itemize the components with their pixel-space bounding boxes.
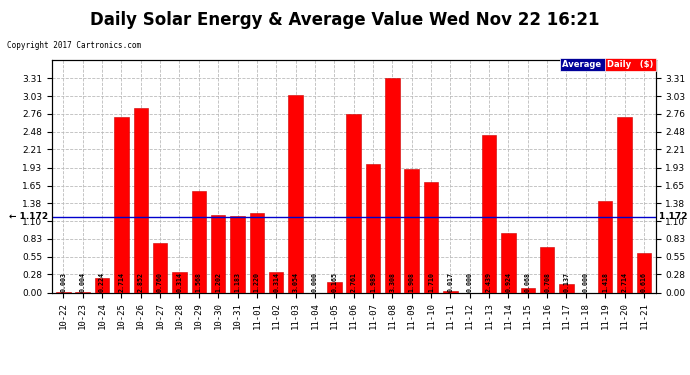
Text: 1.172 →: 1.172 → (659, 212, 690, 221)
Bar (288, 95, 303, 292)
Bar (424, 182, 438, 292)
Text: 0.017: 0.017 (447, 272, 453, 292)
Bar (230, 216, 245, 292)
Text: 0.000: 0.000 (312, 272, 318, 292)
Bar (482, 135, 496, 292)
Bar (172, 272, 187, 292)
Bar (637, 253, 651, 292)
Text: 0.616: 0.616 (641, 272, 647, 292)
Text: 1.568: 1.568 (196, 272, 201, 292)
Text: 2.439: 2.439 (486, 272, 492, 292)
Text: Copyright 2017 Cartronics.com: Copyright 2017 Cartronics.com (7, 41, 141, 50)
Text: 1.183: 1.183 (235, 272, 241, 292)
Text: 3.308: 3.308 (389, 272, 395, 292)
Text: 1.220: 1.220 (254, 272, 260, 292)
Text: 1.710: 1.710 (428, 272, 434, 292)
Text: 1.202: 1.202 (215, 272, 221, 292)
Text: 0.760: 0.760 (157, 272, 163, 292)
Text: ← 1.172: ← 1.172 (9, 212, 48, 221)
Bar (327, 282, 342, 292)
Text: 0.137: 0.137 (564, 272, 569, 292)
Text: 2.714: 2.714 (119, 272, 124, 292)
Bar (269, 272, 284, 292)
Text: 2.761: 2.761 (351, 272, 357, 292)
Bar (366, 164, 380, 292)
Text: 1.418: 1.418 (602, 272, 608, 292)
Text: 0.000: 0.000 (583, 272, 589, 292)
Bar (598, 201, 613, 292)
Text: Daily   ($): Daily ($) (607, 60, 653, 69)
Text: 0.000: 0.000 (466, 272, 473, 292)
Bar (250, 213, 264, 292)
Text: 2.714: 2.714 (622, 272, 627, 292)
Bar (192, 191, 206, 292)
Text: 0.003: 0.003 (60, 272, 66, 292)
Bar (404, 169, 419, 292)
Text: 0.314: 0.314 (273, 272, 279, 292)
Bar (133, 108, 148, 292)
Text: Daily Solar Energy & Average Value Wed Nov 22 16:21: Daily Solar Energy & Average Value Wed N… (90, 11, 600, 29)
Bar (559, 284, 574, 292)
Bar (520, 288, 535, 292)
Bar (540, 247, 554, 292)
Bar (211, 214, 226, 292)
Text: 0.068: 0.068 (525, 272, 531, 292)
Text: Average  ($): Average ($) (562, 60, 620, 69)
Text: 0.165: 0.165 (331, 272, 337, 292)
Bar (443, 291, 457, 292)
Text: 0.224: 0.224 (99, 272, 105, 292)
Bar (153, 243, 168, 292)
Text: 1.908: 1.908 (408, 272, 415, 292)
Bar (346, 114, 361, 292)
Bar (385, 78, 400, 292)
Text: 0.314: 0.314 (177, 272, 182, 292)
Bar (501, 232, 515, 292)
Text: 0.708: 0.708 (544, 272, 550, 292)
Text: 2.852: 2.852 (138, 272, 144, 292)
Text: 0.004: 0.004 (80, 272, 86, 292)
Bar (114, 117, 128, 292)
Bar (618, 117, 632, 292)
Text: 0.924: 0.924 (506, 272, 511, 292)
Bar (95, 278, 109, 292)
Text: 1.989: 1.989 (370, 272, 376, 292)
Text: 3.054: 3.054 (293, 272, 299, 292)
